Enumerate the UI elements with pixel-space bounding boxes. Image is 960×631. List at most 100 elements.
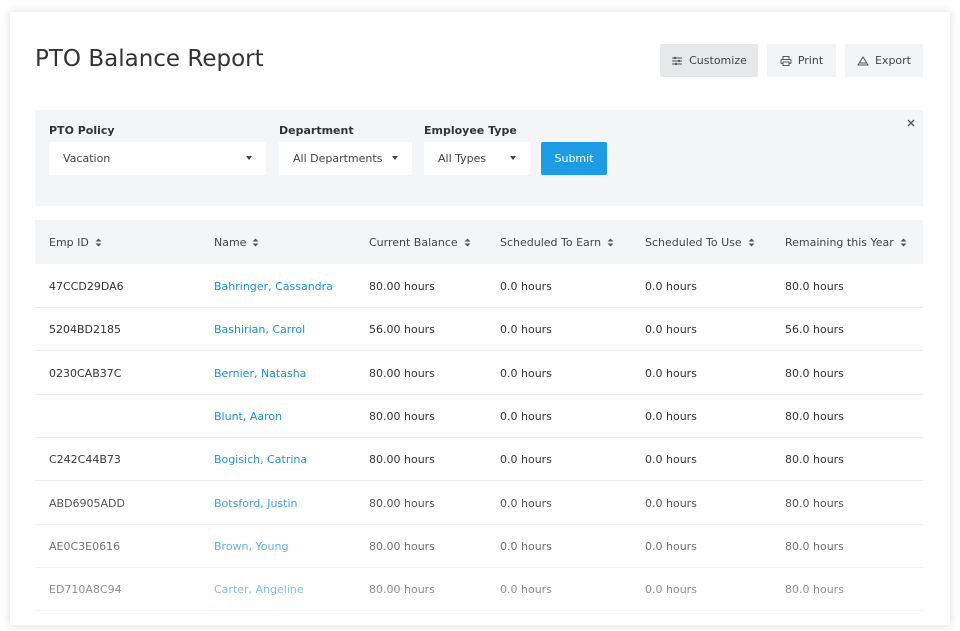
select-value: All Types: [438, 152, 487, 165]
table-cell: 80.0 hours: [785, 583, 844, 597]
submit-button[interactable]: Submit: [541, 142, 607, 175]
table-cell: 0.0 hours: [645, 409, 697, 423]
header-label: Remaining this Year: [785, 236, 894, 249]
table-cell: 80.0 hours: [785, 539, 844, 553]
toolbar-button[interactable]: Print: [767, 44, 836, 77]
caret: [246, 156, 252, 160]
table-cell: 0.0 hours: [500, 409, 552, 423]
table-cell: 0.0 hours: [500, 453, 552, 467]
filter-label: PTO Policy: [49, 124, 115, 137]
table-cell: 80.00 hours: [369, 280, 435, 293]
sort-icon[interactable]: [95, 238, 102, 247]
button-icon: [780, 55, 792, 66]
employee-link[interactable]: Bahringer, Cassandra: [214, 280, 333, 293]
table-cell: 80.00 hours: [369, 496, 435, 510]
table-cell: 0.0 hours: [645, 366, 697, 380]
select-value: Vacation: [63, 152, 111, 165]
sort-icon[interactable]: [748, 238, 755, 247]
page-title: PTO Balance Report: [35, 46, 264, 72]
table-row: 0230CAB37C Bernier, Natasha 80.00 hours 0.0…: [35, 351, 923, 395]
button-icon: [672, 56, 683, 65]
filter-label: Employee Type: [424, 124, 517, 137]
sort-icon[interactable]: [464, 238, 471, 247]
employee-link[interactable]: Brown, Young: [214, 539, 289, 553]
column-header[interactable]: Remaining this Year: [785, 236, 907, 249]
caret: [510, 156, 516, 160]
table-cell: AE0C3E0616: [49, 539, 121, 553]
toolbar-button[interactable]: Export: [845, 44, 923, 77]
table-cell: 80.00 hours: [369, 583, 435, 597]
table-cell: 47CCD29DA6: [49, 280, 124, 293]
column-header[interactable]: Name: [214, 236, 259, 249]
employee-link[interactable]: Botsford, Justin: [214, 496, 298, 510]
table-cell: 80.00 hours: [369, 539, 435, 553]
table-row: C242C44B73 Bogisich, Catrina 80.00 hours 0.…: [35, 437, 923, 482]
filter-label: Department: [279, 124, 354, 137]
table-cell: 0.0 hours: [500, 539, 552, 553]
table-cell: 0.0 hours: [645, 496, 697, 510]
button-label: Customize: [689, 54, 747, 67]
table-row: ED710A8C94 Carter, Angeline 80.00 hours 0.0…: [35, 567, 923, 612]
employee-link[interactable]: Bogisich, Catrina: [214, 453, 308, 467]
table-cell: 80.0 hours: [785, 409, 844, 423]
table-row: Blunt, Aaron 80.00 hours 0.0 hours 0.0 hour…: [35, 394, 923, 438]
table-cell: 0.0 hours: [500, 280, 552, 293]
employee-link[interactable]: Bernier, Natasha: [214, 366, 307, 380]
sort-icon[interactable]: [607, 238, 614, 247]
table-cell: 80.00 hours: [369, 366, 435, 380]
table-cell: ABD6905ADD: [49, 496, 126, 510]
table-cell: 80.0 hours: [785, 453, 844, 467]
column-header[interactable]: Scheduled To Earn: [500, 236, 614, 249]
table-cell: ED710A8C94: [49, 583, 122, 597]
table-header: Emp ID Name Current Balance Scheduled To Ea…: [35, 220, 923, 264]
button-label: Export: [874, 54, 911, 67]
header-label: Scheduled To Earn: [500, 236, 602, 249]
header-label: Emp ID: [49, 236, 89, 249]
filter-select[interactable]: All Types: [424, 142, 530, 175]
table-row: ABD6905ADD Botsford, Justin 80.00 hours 0.0…: [35, 481, 923, 525]
table-cell: 0.0 hours: [645, 323, 697, 337]
table-cell: 0.0 hours: [645, 453, 697, 467]
caret: [392, 156, 398, 160]
table-cell: 0.0 hours: [645, 583, 697, 597]
table-cell: 0.0 hours: [500, 583, 552, 597]
table-cell: 0.0 hours: [500, 496, 552, 510]
button-label: Print: [797, 54, 824, 67]
table-row: 5204BD2185 Bashirian, Carrol 56.00 hours 0.…: [35, 307, 923, 352]
filter-select[interactable]: All Departments: [279, 142, 412, 175]
employee-link[interactable]: Blunt, Aaron: [214, 409, 283, 423]
table-cell: C242C44B73: [49, 453, 121, 467]
table-cell: 5204BD2185: [49, 323, 122, 337]
filter-panel: Submit PTO Policy Vacation Department All D…: [35, 110, 923, 206]
filter-select[interactable]: Vacation: [49, 142, 266, 175]
header-label: Name: [214, 236, 247, 249]
employee-link[interactable]: Carter, Angeline: [214, 583, 304, 597]
sort-icon[interactable]: [252, 238, 259, 247]
table-cell: 0230CAB37C: [49, 366, 122, 380]
header-label: Current Balance: [369, 236, 458, 249]
sort-icon[interactable]: [900, 238, 907, 247]
table-cell: 80.00 hours: [369, 409, 435, 423]
table-cell: 0.0 hours: [500, 323, 552, 337]
close-icon[interactable]: [907, 119, 915, 127]
table-cell: 80.00 hours: [369, 453, 435, 467]
table-cell: 80.0 hours: [785, 366, 844, 380]
employee-link[interactable]: Bashirian, Carrol: [214, 323, 306, 337]
table-cell: 56.0 hours: [785, 323, 844, 337]
table-cell: 80.0 hours: [785, 280, 844, 293]
button-icon: [857, 55, 869, 65]
table-cell: 80.0 hours: [785, 496, 844, 510]
table-cell: 0.0 hours: [645, 280, 697, 293]
table-cell: 0.0 hours: [500, 366, 552, 380]
column-header[interactable]: Emp ID: [49, 236, 102, 249]
table-row: 47CCD29DA6 Bahringer, Cassandra 80.00 hour…: [35, 264, 923, 308]
header-label: Scheduled To Use: [645, 236, 742, 249]
report-card: PTO Balance Report Submit PTO Policy Vaca…: [10, 12, 950, 625]
select-value: All Departments: [293, 152, 383, 165]
toolbar-button[interactable]: Customize: [660, 44, 758, 77]
column-header[interactable]: Current Balance: [369, 236, 471, 249]
table-row: AE0C3E0616 Brown, Young 80.00 hours 0.0 hou…: [35, 524, 923, 568]
table-cell: 56.00 hours: [369, 323, 435, 337]
column-header[interactable]: Scheduled To Use: [645, 236, 755, 249]
